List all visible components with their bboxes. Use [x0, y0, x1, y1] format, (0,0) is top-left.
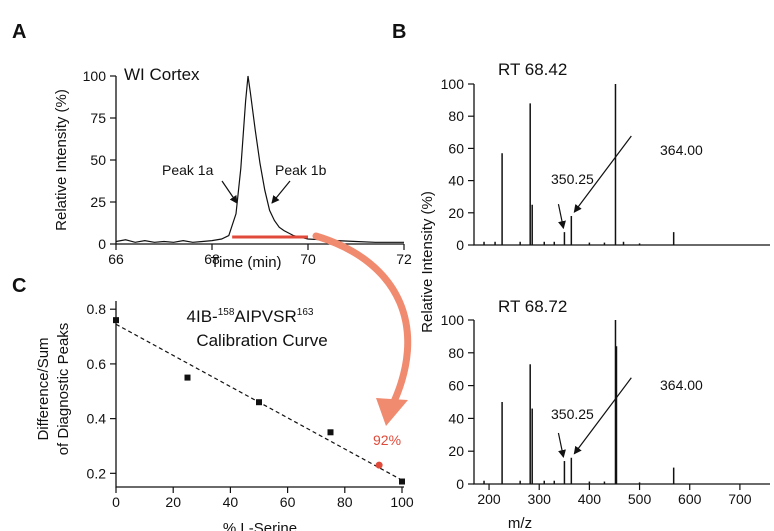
highlight-point-label: 92%	[373, 432, 401, 448]
transfer-arrow	[312, 232, 412, 410]
chromatogram-x-tick-label: 68	[204, 251, 220, 267]
spectrum-top-y-tick-label: 40	[448, 173, 464, 189]
chromatogram-panel: WI Cortex Time (min) Relative Intensity …	[53, 65, 412, 271]
calibration-title: 4IB-158AIPVSR163	[187, 307, 314, 326]
calibration-x-tick-label: 0	[112, 494, 120, 510]
chromatogram-y-tick-label: 0	[98, 236, 106, 252]
calibration-ylabel-line2: of Diagnostic Peaks	[55, 323, 72, 456]
highlight-point	[375, 461, 383, 469]
calibration-axes	[115, 301, 404, 488]
spectrum-bottom-label-350: 350.25	[551, 406, 594, 422]
spectrum-top-axes	[473, 84, 770, 246]
spectrum-bottom-x-tick-label: 700	[728, 491, 752, 507]
calibration-point	[256, 399, 262, 406]
chromatogram-x-tick-label: 66	[108, 251, 124, 267]
spectrum-top-y-tick-label: 60	[448, 140, 464, 156]
chromatogram-y-tick-label: 25	[90, 194, 106, 210]
spectrum-top-y-tick-label: 0	[456, 237, 464, 253]
spectrum-bottom-x-tick-label: 600	[678, 491, 702, 507]
spectrum-top-y-tick-label: 80	[448, 108, 464, 124]
calibration-xlabel: % L-Serine	[223, 520, 297, 531]
panel-letter-c: C	[12, 275, 26, 297]
peak-1b-arrow	[271, 180, 291, 204]
chromatogram-title: WI Cortex	[124, 65, 200, 84]
spectra-ylabel: Relative Intensity (%)	[419, 191, 436, 333]
chromatogram-trace	[115, 75, 404, 243]
spectrum-bottom-label-364: 364.00	[660, 377, 703, 393]
chromatogram-xlabel: Time (min)	[210, 254, 281, 271]
spectrum-top-arrow-364	[573, 135, 632, 213]
spectrum-top-y-tick-label: 100	[441, 76, 465, 92]
calibration-ylabel-line1: Difference/Sum	[35, 337, 52, 440]
chromatogram-x-tick-label: 70	[300, 251, 316, 267]
calibration-point	[113, 317, 119, 324]
spectrum-bottom-y-tick-label: 40	[448, 410, 464, 426]
spectrum-bottom-x-tick-label: 400	[578, 491, 602, 507]
spectrum-top-label-350: 350.25	[551, 171, 594, 187]
calibration-x-tick-label: 100	[390, 494, 414, 510]
spectrum-top-label-364: 364.00	[660, 142, 703, 158]
spectrum-bottom-y-tick-label: 20	[448, 443, 464, 459]
calibration-title-sup1: 158	[218, 307, 235, 318]
spectrum-bottom-y-tick-label: 0	[456, 476, 464, 492]
calibration-x-tick-label: 20	[165, 494, 181, 510]
calibration-y-tick-label: 0.6	[87, 356, 107, 372]
calibration-title-mid: AIPVSR	[234, 307, 296, 326]
calibration-y-tick-label: 0.8	[87, 301, 107, 317]
chromatogram-x-tick-label: 72	[396, 251, 412, 267]
peak-1a-arrow	[221, 180, 238, 204]
calibration-x-tick-label: 40	[223, 494, 239, 510]
spectrum-bottom-x-tick-label: 200	[477, 491, 501, 507]
peak-1a-label: Peak 1a	[162, 162, 214, 178]
spectrum-top-arrow-350	[557, 203, 566, 230]
panel-letter-a: A	[12, 21, 26, 43]
chromatogram-y-tick-label: 75	[90, 110, 106, 126]
calibration-y-tick-label: 0.2	[87, 465, 107, 481]
transfer-arrowhead	[376, 398, 408, 426]
spectrum-bottom-y-tick-label: 60	[448, 378, 464, 394]
chromatogram-ylabel: Relative Intensity (%)	[53, 89, 70, 231]
panel-letter-b: B	[392, 21, 406, 43]
spectrum-bottom-x-tick-label: 300	[528, 491, 552, 507]
chromatogram-y-tick-label: 50	[90, 152, 106, 168]
spectrum-bottom-arrow-364	[573, 377, 632, 455]
spectra-panel: Relative Intensity (%) RT 68.42 RT 68.72…	[419, 60, 770, 531]
chromatogram-y-tick-label: 100	[83, 68, 107, 84]
calibration-point	[327, 429, 334, 436]
calibration-x-tick-label: 80	[337, 494, 353, 510]
calibration-panel: 4IB-158AIPVSR163 Calibration Curve Diffe…	[35, 301, 414, 531]
spectrum-top-y-tick-label: 20	[448, 205, 464, 221]
spectrum-bottom-y-tick-label: 100	[441, 312, 465, 328]
spectrum-bottom-xlabel: m/z	[508, 515, 532, 531]
spectrum-bottom-x-tick-label: 500	[628, 491, 652, 507]
calibration-point	[184, 374, 191, 381]
peak-1b-label: Peak 1b	[275, 162, 327, 178]
spectrum-bottom-axes	[473, 320, 770, 485]
spectrum-bottom-title: RT 68.72	[498, 297, 567, 316]
calibration-point	[399, 478, 405, 485]
spectrum-bottom-y-tick-label: 80	[448, 345, 464, 361]
calibration-subtitle: Calibration Curve	[196, 331, 327, 350]
spectrum-bottom-arrow-350	[557, 432, 566, 459]
calibration-title-prefix: 4IB-	[187, 307, 218, 326]
calibration-title-sup2: 163	[297, 307, 314, 318]
calibration-y-tick-label: 0.4	[87, 411, 107, 427]
spectrum-top-title: RT 68.42	[498, 60, 567, 79]
calibration-x-tick-label: 60	[280, 494, 296, 510]
